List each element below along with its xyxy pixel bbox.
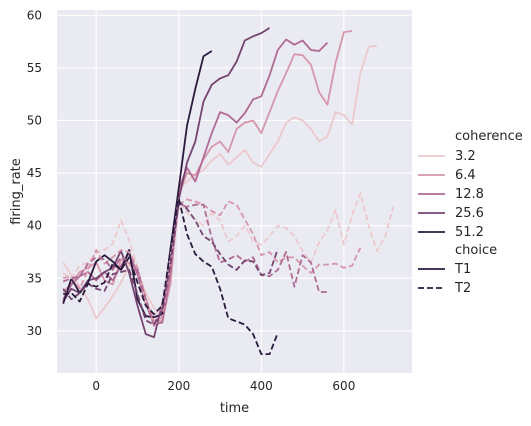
y-axis-ticks: 30 35 40 45 50 55 60 [27,8,42,338]
legend-label-t2: T2 [454,281,471,296]
legend-label-51-2: 51.2 [455,225,484,240]
series-line-3-2-t2 [62,192,395,317]
x-tick-label-200: 200 [167,379,190,393]
y-tick-label-45: 45 [27,166,42,180]
x-tick-label-0: 0 [92,379,100,393]
series-line-3-2-t1 [62,44,378,320]
legend-title-coherence: coherence [455,129,523,144]
legend-label-25-6: 25.6 [455,206,484,221]
series-line-51-2-t1 [62,50,213,319]
series-layer [62,27,395,356]
legend-label-12-8: 12.8 [455,187,484,202]
series-line-6-4-t2 [62,198,362,327]
legend: coherence 3.2 6.4 12.8 25.6 51.2 choice T1 T2 [418,129,523,296]
y-tick-label-55: 55 [27,61,42,75]
legend-title-choice: choice [455,243,497,258]
series-line-25-6-t2 [62,200,279,326]
series-line-6-4-t1 [62,30,353,323]
y-tick-label-30: 30 [27,324,42,338]
x-tick-label-600: 600 [332,379,355,393]
x-axis-label: time [220,401,249,416]
legend-label-t1: T1 [454,262,471,277]
y-tick-label-40: 40 [27,219,42,233]
y-tick-label-35: 35 [27,271,42,285]
plot-background [57,10,412,373]
series-line-12-8-t2 [62,203,328,327]
x-tick-label-400: 400 [250,379,273,393]
legend-label-3-2: 3.2 [455,149,476,164]
y-axis-label: firing_rate [9,158,24,225]
x-axis-ticks: 0 200 400 600 [92,379,355,393]
y-tick-label-50: 50 [27,113,42,127]
series-line-51-2-t2 [63,197,279,356]
legend-label-6-4: 6.4 [455,168,476,183]
y-tick-label-60: 60 [27,8,42,22]
